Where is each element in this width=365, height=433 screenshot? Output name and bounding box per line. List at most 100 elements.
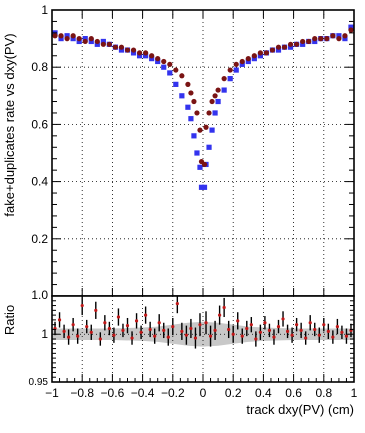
circle-marker	[64, 36, 70, 42]
circle-marker	[245, 56, 251, 62]
ratio-panel: 0.95 1 1.0 −1 −0.8 −0.6 −0.4 −0.2 0 0.2 0.4 0.6 0.8…	[2, 288, 358, 417]
square-marker	[194, 150, 200, 156]
ratio-marker	[263, 321, 267, 325]
circle-marker	[76, 36, 82, 42]
circle-marker	[294, 41, 300, 47]
main-y-tick-labels: 0.2 0.4 0.6 0.8 1	[31, 3, 48, 246]
square-marker	[155, 58, 161, 65]
circle-marker	[185, 81, 191, 87]
square-marker	[118, 47, 125, 53]
ratio-marker	[134, 319, 139, 323]
ratio-marker	[335, 324, 339, 329]
ratio-marker	[236, 319, 240, 323]
ratio-marker	[317, 333, 321, 337]
x-tick-label: 0	[200, 386, 207, 400]
ratio-marker	[285, 329, 290, 333]
x-tick-label: −0.6	[101, 386, 125, 400]
main-y-tick-label: 0.2	[31, 232, 48, 246]
square-marker	[287, 44, 294, 50]
main-y-tick-label: 1	[41, 3, 48, 17]
ratio-marker	[171, 324, 175, 329]
ratio-marker	[180, 329, 184, 333]
circle-marker	[324, 36, 330, 42]
ratio-marker	[107, 326, 111, 331]
ratio-marker	[198, 323, 202, 327]
main-ticks	[51, 10, 355, 296]
circle-marker	[215, 87, 221, 93]
circle-marker	[206, 110, 212, 116]
main-y-tick-label: 0.4	[31, 175, 48, 189]
circle-marker	[161, 58, 167, 65]
square-marker	[161, 64, 167, 70]
circle-marker	[179, 73, 185, 79]
ratio-marker	[218, 313, 222, 317]
square-marker	[64, 33, 70, 39]
circle-marker	[118, 44, 125, 50]
ratio-y-tick-label: 1.0	[31, 288, 48, 302]
ratio-marker	[121, 328, 125, 332]
ratio-marker	[326, 329, 330, 333]
ratio-markers	[53, 296, 353, 349]
ratio-marker	[162, 328, 166, 332]
main-plot-area	[52, 10, 354, 296]
ratio-marker	[249, 323, 253, 327]
circle-marker	[130, 47, 137, 53]
square-marker	[58, 36, 64, 42]
square-marker	[173, 81, 179, 87]
ratio-y-tick-label: 1	[41, 327, 48, 341]
square-marker	[275, 47, 282, 53]
square-marker	[70, 36, 76, 42]
main-y-tick-label: 0.8	[31, 60, 48, 74]
square-marker	[342, 36, 348, 42]
ratio-marker	[175, 302, 179, 306]
x-tick-label: −0.2	[161, 386, 185, 400]
circle-marker	[106, 41, 112, 47]
ratio-marker	[313, 327, 317, 332]
circle-marker	[336, 36, 342, 42]
square-marker	[136, 53, 143, 59]
ratio-marker	[204, 321, 208, 325]
square-marker	[191, 133, 197, 139]
circle-marker	[212, 93, 218, 99]
square-marker	[88, 38, 94, 45]
ratio-marker	[208, 334, 213, 338]
ratio-marker	[245, 326, 249, 331]
square-marker	[251, 56, 257, 62]
circle-marker	[233, 61, 239, 67]
ratio-marker	[116, 315, 121, 319]
circle-marker	[239, 58, 245, 65]
square-marker	[245, 58, 251, 65]
square-marker	[257, 53, 263, 59]
square-marker	[233, 67, 239, 73]
circle-marker	[275, 44, 282, 50]
circle-marker	[155, 56, 161, 62]
circle-marker	[269, 47, 276, 53]
square-marker	[221, 87, 227, 93]
circle-marker	[88, 36, 94, 42]
circle-marker	[100, 41, 106, 47]
ratio-marker	[112, 333, 116, 337]
circle-marker	[318, 36, 324, 42]
circle-marker	[197, 127, 203, 133]
x-tick-label: 1	[351, 386, 358, 400]
ratio-marker	[80, 303, 84, 308]
square-marker	[185, 104, 191, 110]
square-marker	[215, 98, 221, 105]
ratio-marker	[267, 328, 272, 332]
square-marker	[167, 70, 173, 76]
ratio-marker	[98, 337, 102, 341]
ratio-marker	[340, 330, 344, 334]
main-y-axis-label: fake+duplicates rate vs dxy(PV)	[2, 33, 17, 216]
circle-marker	[136, 50, 143, 56]
ratio-marker	[276, 324, 281, 329]
circle-marker	[70, 33, 76, 39]
square-marker	[206, 144, 212, 150]
ratio-marker	[272, 335, 276, 339]
square-marker	[300, 41, 306, 47]
ratio-marker	[76, 334, 80, 338]
square-marker	[239, 61, 245, 67]
ratio-marker	[322, 323, 326, 327]
main-y-tick-label: 0.6	[31, 117, 48, 131]
ratio-marker	[193, 336, 198, 340]
square-marker	[198, 184, 205, 190]
